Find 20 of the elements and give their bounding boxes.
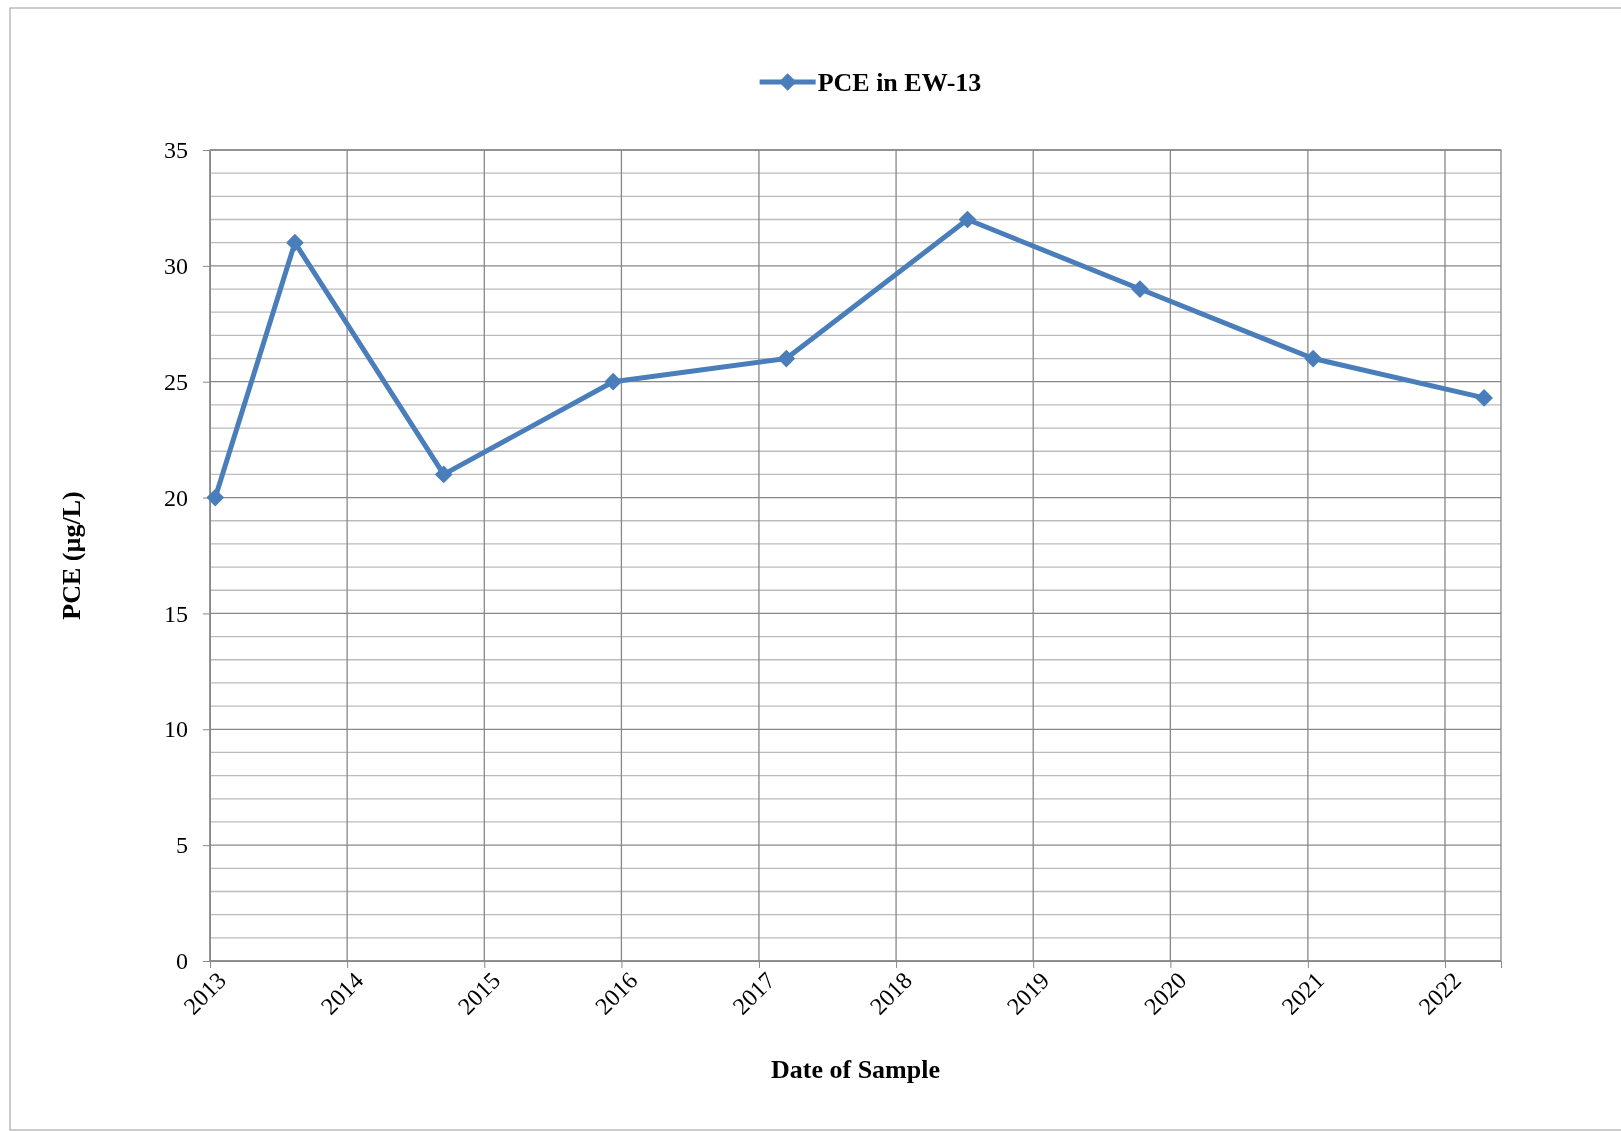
y-axis-title: PCE (µg/L) xyxy=(57,491,86,620)
y-tick-label: 0 xyxy=(176,948,188,975)
legend-label: PCE in EW-13 xyxy=(817,68,982,98)
x-axis-title: Date of Sample xyxy=(771,1055,940,1084)
y-tick-label: 25 xyxy=(164,368,188,395)
point xyxy=(1304,349,1322,368)
y-tick-label: 35 xyxy=(164,137,188,164)
point xyxy=(1475,389,1493,407)
y-tick-label: 5 xyxy=(176,832,188,859)
y-tick-label: 10 xyxy=(164,716,188,743)
y-tick-label: 20 xyxy=(164,484,188,511)
point xyxy=(286,233,304,252)
point xyxy=(1131,280,1149,298)
point xyxy=(434,465,453,484)
point xyxy=(777,349,796,368)
point xyxy=(604,372,623,391)
point xyxy=(958,210,977,229)
y-tick-label: 30 xyxy=(164,253,188,280)
point xyxy=(206,488,225,507)
y-tick-label: 15 xyxy=(164,600,188,627)
